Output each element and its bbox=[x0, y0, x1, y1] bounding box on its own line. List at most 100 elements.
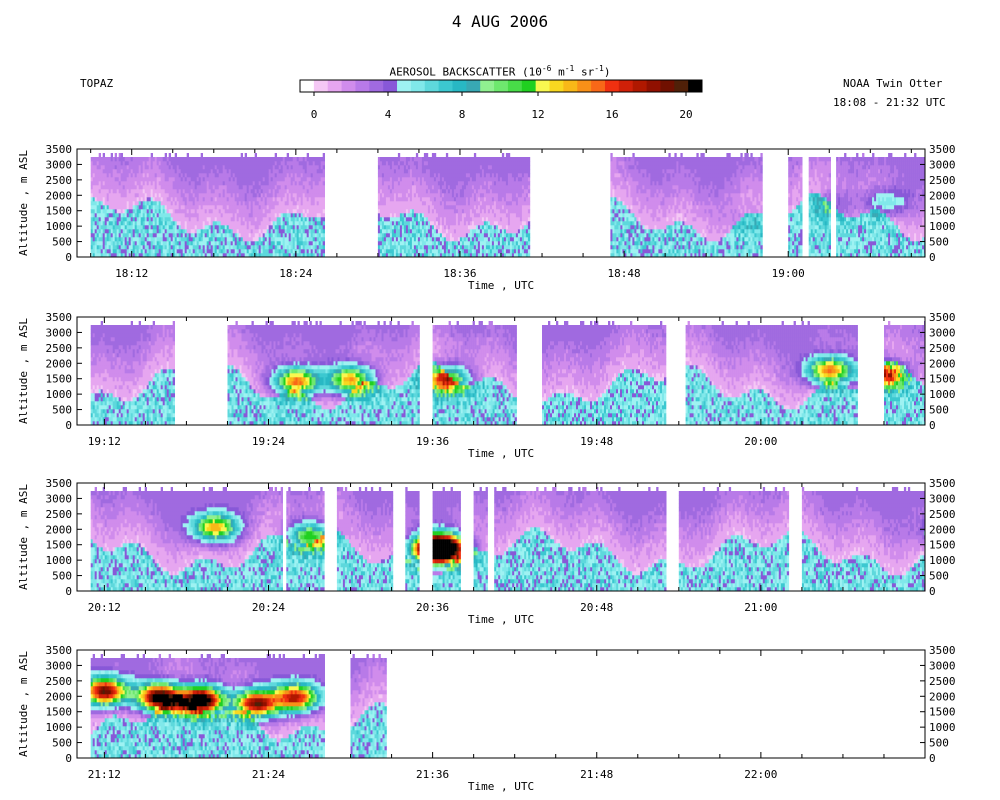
curtain-cell bbox=[411, 241, 415, 246]
curtain-cell bbox=[136, 249, 139, 254]
curtain-cell bbox=[266, 189, 269, 194]
curtain-cell bbox=[320, 197, 323, 202]
curtain-cell bbox=[182, 225, 185, 230]
curtain-cell bbox=[198, 173, 201, 178]
curtain-cell bbox=[483, 165, 487, 170]
curtain-cell bbox=[465, 157, 469, 162]
curtain-cell bbox=[447, 229, 451, 234]
curtain-cell bbox=[186, 153, 189, 158]
curtain-cell bbox=[521, 217, 525, 222]
curtain-cell bbox=[403, 201, 407, 206]
curtain-cell bbox=[268, 193, 271, 198]
curtain-cell bbox=[521, 201, 525, 206]
curtain-cell bbox=[246, 241, 249, 246]
curtain-cell bbox=[387, 249, 391, 254]
curtain-cell bbox=[220, 185, 223, 190]
curtain-cell bbox=[250, 241, 253, 246]
curtain-cell bbox=[210, 253, 213, 257]
curtain-cell bbox=[160, 237, 163, 242]
curtain-cell bbox=[417, 233, 421, 238]
curtain-cell bbox=[170, 209, 173, 214]
curtain-cell bbox=[471, 225, 475, 230]
colorbar-swatch bbox=[452, 80, 467, 92]
curtain-cell bbox=[509, 237, 513, 242]
curtain-cell bbox=[429, 245, 433, 250]
curtain-cell bbox=[461, 241, 465, 246]
curtain-cell bbox=[140, 225, 143, 230]
curtain-cell bbox=[314, 209, 317, 214]
curtain-cell bbox=[475, 165, 479, 170]
curtain-cell bbox=[447, 189, 451, 194]
curtain-cell bbox=[461, 245, 465, 250]
curtain-cell bbox=[284, 181, 287, 186]
curtain-cell bbox=[477, 181, 481, 186]
curtain-cell bbox=[395, 217, 399, 222]
curtain-cell bbox=[250, 213, 253, 218]
curtain-cell bbox=[110, 169, 113, 174]
curtain-cell bbox=[194, 221, 197, 226]
curtain-cell bbox=[246, 253, 249, 257]
curtain-cell bbox=[381, 241, 385, 246]
curtain-cell bbox=[182, 177, 185, 182]
curtain-cell bbox=[439, 157, 443, 162]
colorbar-tick-label: 16 bbox=[605, 108, 618, 121]
curtain-cell bbox=[252, 209, 255, 214]
curtain-cell bbox=[455, 221, 459, 226]
curtain-cell bbox=[108, 217, 111, 222]
curtain-cell bbox=[507, 185, 511, 190]
curtain-cell bbox=[132, 209, 135, 214]
curtain-cell bbox=[405, 241, 409, 246]
curtain-cell bbox=[483, 161, 487, 166]
curtain-cell bbox=[304, 209, 307, 214]
curtain-cell bbox=[122, 185, 125, 190]
curtain-cell bbox=[144, 193, 147, 198]
curtain-cell bbox=[252, 225, 255, 230]
curtain-cell bbox=[505, 193, 509, 198]
curtain-cell bbox=[270, 177, 273, 182]
curtain-cell bbox=[445, 165, 449, 170]
curtain-cell bbox=[447, 253, 451, 257]
curtain-cell bbox=[302, 201, 305, 206]
curtain-cell bbox=[455, 229, 459, 234]
curtain-cell bbox=[320, 189, 323, 194]
curtain-cell bbox=[232, 217, 235, 222]
curtain-cell bbox=[150, 185, 153, 190]
curtain-cell bbox=[493, 169, 497, 174]
curtain-cell bbox=[461, 229, 465, 234]
curtain-cell bbox=[511, 221, 515, 226]
curtain-cell bbox=[232, 173, 235, 178]
curtain-cell bbox=[262, 209, 265, 214]
curtain-cell bbox=[304, 241, 307, 246]
curtain-cell bbox=[523, 245, 527, 250]
curtain-cell bbox=[180, 213, 183, 218]
curtain-cell bbox=[234, 185, 237, 190]
curtain-cell bbox=[455, 233, 459, 238]
curtain-cell bbox=[507, 221, 511, 226]
curtain-cell bbox=[130, 205, 133, 210]
curtain-cell bbox=[509, 181, 513, 186]
curtain-cell bbox=[298, 161, 301, 166]
curtain-cell bbox=[258, 237, 261, 242]
curtain-cell bbox=[409, 169, 413, 174]
curtain-cell bbox=[391, 217, 395, 222]
curtain-cell bbox=[208, 209, 211, 214]
curtain-cell bbox=[144, 225, 147, 230]
time-range-label: 18:08 - 21:32 UTC bbox=[833, 96, 946, 109]
curtain-cell bbox=[174, 201, 177, 206]
curtain-cell bbox=[246, 189, 249, 194]
curtain-cell bbox=[162, 169, 165, 174]
curtain-cell bbox=[441, 253, 445, 257]
curtain-cell bbox=[314, 237, 317, 242]
curtain-cell bbox=[475, 157, 479, 162]
curtain-cell bbox=[465, 221, 469, 226]
curtain-cell bbox=[383, 253, 387, 257]
curtain-cell bbox=[302, 197, 305, 202]
curtain-cell bbox=[322, 161, 325, 166]
curtain-cell bbox=[216, 157, 219, 162]
curtain-cell bbox=[102, 185, 105, 190]
curtain-cell bbox=[459, 217, 463, 222]
curtain-cell bbox=[230, 161, 233, 166]
curtain-cell bbox=[178, 161, 181, 166]
curtain-cell bbox=[268, 185, 271, 190]
curtain-cell bbox=[210, 201, 213, 206]
